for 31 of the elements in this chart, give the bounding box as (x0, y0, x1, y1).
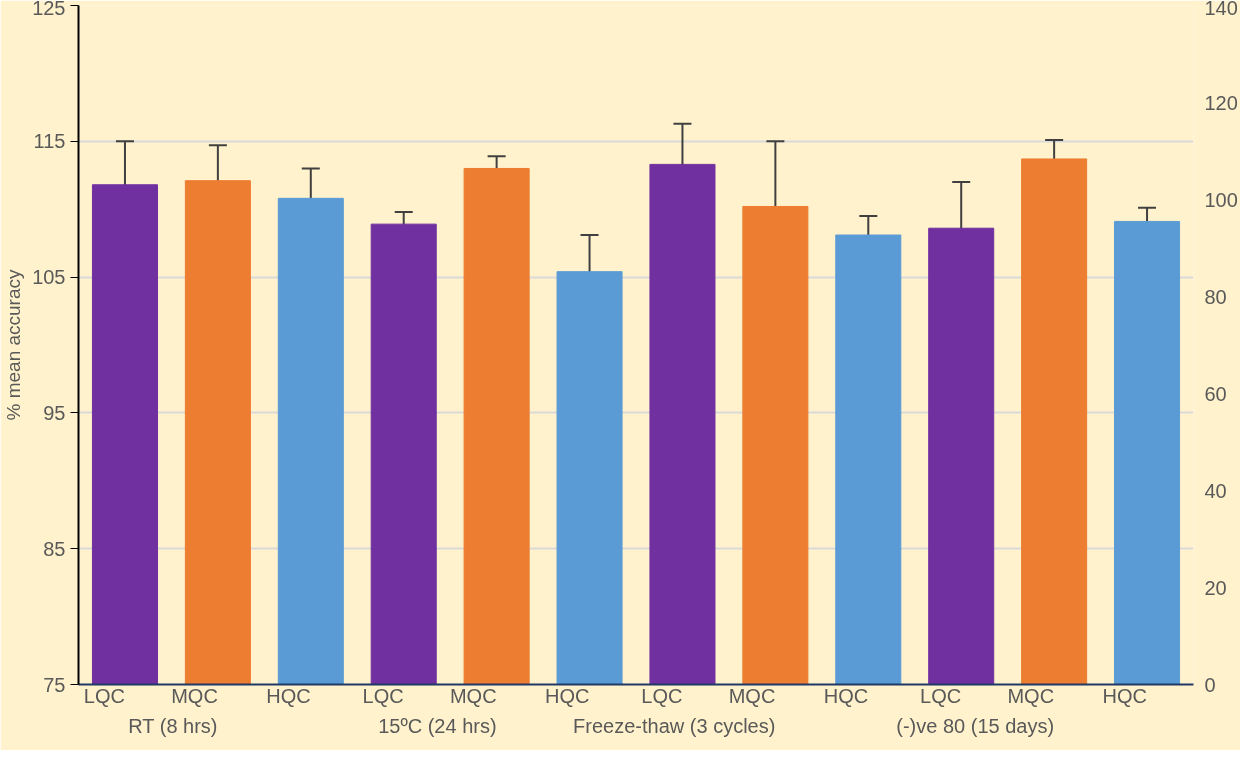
y-tick-label: 115 (33, 130, 66, 153)
y2-tick-label: 80 (1204, 285, 1227, 308)
y2-tick-label: 40 (1204, 479, 1227, 502)
y-tick-label: 85 (43, 537, 66, 560)
x-tick-label: MQC (728, 684, 776, 707)
y2-tick-label: 120 (1204, 91, 1238, 114)
x-tick-label: HQC (1102, 684, 1148, 707)
text: Freeze-thaw (3 cycles) (573, 714, 776, 737)
x-tick-label: HQC (823, 684, 869, 707)
y-tick-label: 75 (43, 673, 66, 696)
x-tick-label: MQC (1007, 684, 1055, 707)
x-tick-label: MQC (171, 684, 218, 707)
x-tick-label: HQC (266, 684, 311, 707)
x-tick-label: HQC (545, 684, 590, 707)
y2-tick-label: 0 (1204, 673, 1216, 696)
x-tick-label: MQC (449, 684, 497, 707)
x-tick-label: LQC (920, 684, 962, 707)
y-tick-label: 125 (32, 0, 66, 19)
x-tick-label: LQC (641, 684, 683, 707)
x-tick-label: LQC (362, 684, 404, 707)
text: RT (8 hrs) (128, 714, 218, 737)
y-tick-label: 105 (32, 266, 66, 289)
y2-tick-label: 140 (1204, 0, 1238, 19)
y-tick-label: 95 (43, 401, 66, 424)
text: 15ºC (24 hrs) (378, 714, 497, 737)
text: (-)ve 80 (15 days) (896, 714, 1055, 737)
y-axis-title: % mean accuracy (3, 269, 25, 421)
y2-tick-label: 20 (1204, 576, 1227, 599)
x-tick-label: LQC (83, 684, 125, 707)
y2-tick-label: 60 (1204, 382, 1227, 405)
y2-tick-label: 100 (1204, 188, 1238, 211)
